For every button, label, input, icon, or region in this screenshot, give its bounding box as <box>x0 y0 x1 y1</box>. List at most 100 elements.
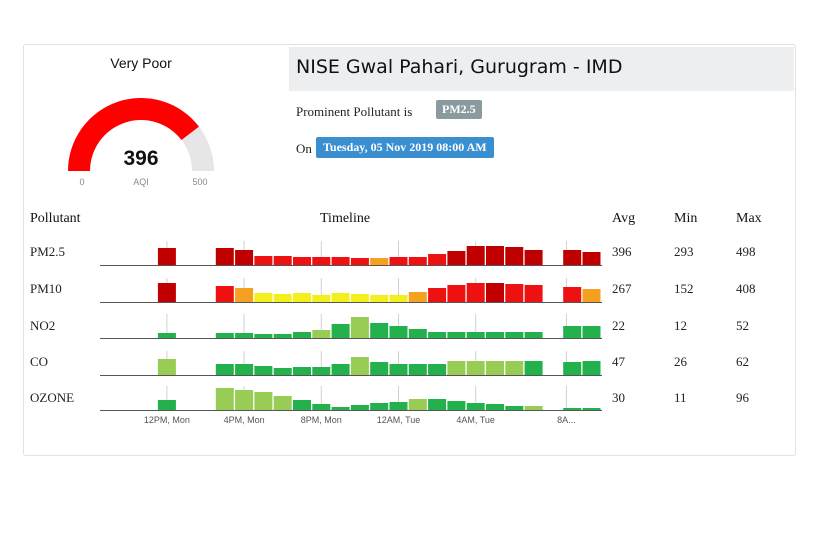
timeline-bar[interactable] <box>466 283 485 302</box>
timeline-bar[interactable] <box>466 361 485 375</box>
timeline-bar[interactable] <box>370 403 389 410</box>
timeline-bar[interactable] <box>524 406 543 410</box>
timeline-bar[interactable] <box>563 408 582 410</box>
timeline-bar[interactable] <box>505 332 524 338</box>
timeline-bar[interactable] <box>215 388 234 410</box>
timeline-bar[interactable] <box>486 332 504 338</box>
timeline-bar[interactable] <box>466 246 485 265</box>
timeline-bar[interactable] <box>273 368 292 375</box>
timeline-bar[interactable] <box>235 288 254 302</box>
timeline-bar[interactable] <box>582 408 601 410</box>
timeline-bar[interactable] <box>254 334 273 338</box>
timeline-bar[interactable] <box>505 247 524 265</box>
timeline-bar[interactable] <box>254 392 273 410</box>
timeline-bar[interactable] <box>389 257 408 265</box>
timeline-bar[interactable] <box>331 293 350 302</box>
timeline-bar[interactable] <box>273 334 292 338</box>
timeline-bar[interactable] <box>389 402 408 410</box>
timeline-bar[interactable] <box>293 293 311 302</box>
timeline-bar[interactable] <box>486 283 504 302</box>
timeline-bar[interactable] <box>524 285 543 302</box>
timeline-bar[interactable] <box>486 404 504 410</box>
timeline-bar[interactable] <box>350 258 369 265</box>
timeline-bar[interactable] <box>447 332 466 338</box>
timeline-bar[interactable] <box>582 252 601 265</box>
timeline-bar[interactable] <box>370 258 389 265</box>
timeline-bar[interactable] <box>428 254 447 265</box>
timeline-bar[interactable] <box>505 406 524 410</box>
timeline-bar[interactable] <box>157 400 176 410</box>
timeline-bar[interactable] <box>350 405 369 410</box>
timeline-bar[interactable] <box>428 332 447 338</box>
timeline-bar[interactable] <box>505 361 524 375</box>
timeline-bar[interactable] <box>563 362 582 375</box>
timeline-bar[interactable] <box>447 361 466 375</box>
timeline-bar[interactable] <box>563 326 582 338</box>
timeline-bar[interactable] <box>350 317 369 338</box>
timeline-bar[interactable] <box>370 323 389 338</box>
timeline-bar[interactable] <box>466 403 485 410</box>
timeline-bar[interactable] <box>215 364 234 375</box>
timeline-bar[interactable] <box>312 330 331 338</box>
timeline-bar[interactable] <box>312 367 331 375</box>
timeline-bar[interactable] <box>524 250 543 265</box>
timeline-bar[interactable] <box>389 326 408 338</box>
timeline-bar[interactable] <box>331 324 350 338</box>
timeline-bar[interactable] <box>215 333 234 338</box>
timeline-bar[interactable] <box>331 407 350 410</box>
timeline-bar[interactable] <box>370 295 389 302</box>
timeline-bar[interactable] <box>447 251 466 265</box>
timeline-bar[interactable] <box>428 364 447 375</box>
timeline-bar[interactable] <box>582 289 601 302</box>
timeline-bar[interactable] <box>331 257 350 265</box>
timeline-bar[interactable] <box>273 256 292 265</box>
timeline-bar[interactable] <box>563 287 582 302</box>
timeline-bar[interactable] <box>273 294 292 302</box>
timeline-bar[interactable] <box>389 364 408 375</box>
timeline-bar[interactable] <box>254 366 273 375</box>
timeline-bar[interactable] <box>312 257 331 265</box>
timeline-bar[interactable] <box>486 361 504 375</box>
timeline-bar[interactable] <box>293 332 311 338</box>
timeline-bar[interactable] <box>235 364 254 375</box>
timeline-bar[interactable] <box>447 285 466 302</box>
timeline-bar[interactable] <box>524 332 543 338</box>
timeline-bar[interactable] <box>331 364 350 375</box>
timeline-bar[interactable] <box>254 256 273 265</box>
timeline-bar[interactable] <box>582 361 601 375</box>
timeline-bar[interactable] <box>312 404 331 410</box>
timeline-bar[interactable] <box>505 284 524 302</box>
timeline-bar[interactable] <box>157 333 176 338</box>
timeline-bar[interactable] <box>408 399 427 410</box>
timeline-bar[interactable] <box>370 362 389 375</box>
timeline-bar[interactable] <box>235 390 254 410</box>
timeline-bar[interactable] <box>293 257 311 265</box>
timeline-bar[interactable] <box>215 248 234 265</box>
timeline-bar[interactable] <box>293 400 311 410</box>
timeline-bar[interactable] <box>408 257 427 265</box>
timeline-bar[interactable] <box>157 283 176 302</box>
timeline-bar[interactable] <box>157 248 176 265</box>
timeline-bar[interactable] <box>408 364 427 375</box>
timeline-bar[interactable] <box>312 295 331 302</box>
timeline-bar[interactable] <box>254 293 273 302</box>
timeline-bar[interactable] <box>235 333 254 338</box>
timeline-bar[interactable] <box>447 401 466 410</box>
timeline-bar[interactable] <box>389 295 408 302</box>
timeline-bar[interactable] <box>215 286 234 302</box>
timeline-bar[interactable] <box>408 329 427 338</box>
timeline-bar[interactable] <box>157 359 176 375</box>
timeline-bar[interactable] <box>486 246 504 265</box>
timeline-bar[interactable] <box>235 250 254 265</box>
timeline-bar[interactable] <box>524 361 543 375</box>
timeline-bar[interactable] <box>582 326 601 338</box>
timeline-bar[interactable] <box>428 399 447 410</box>
timeline-bar[interactable] <box>273 396 292 410</box>
timeline-bar[interactable] <box>466 332 485 338</box>
timeline-bar[interactable] <box>408 292 427 302</box>
timeline-bar[interactable] <box>563 250 582 265</box>
timeline-bar[interactable] <box>293 367 311 375</box>
timeline-bar[interactable] <box>350 294 369 302</box>
timeline-bar[interactable] <box>428 288 447 302</box>
timeline-bar[interactable] <box>350 357 369 375</box>
